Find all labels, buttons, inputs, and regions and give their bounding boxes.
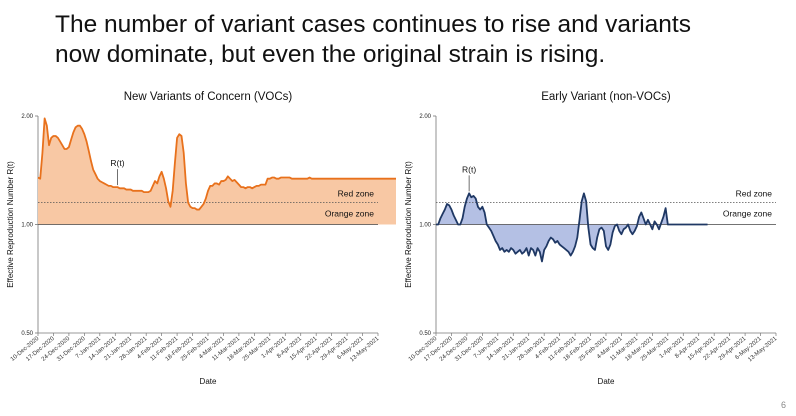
voc-x-axis-label: Date xyxy=(200,377,217,386)
nonvoc-series-area xyxy=(436,193,708,262)
voc-annotation-label: R(t) xyxy=(110,158,124,168)
voc-y-tick-label: 0.50 xyxy=(21,331,33,337)
nonvoc-red-zone-label: Red zone xyxy=(736,189,773,199)
nonvoc-title: Early Variant (non-VOCs) xyxy=(541,91,671,103)
nonvoc-y-axis-label: Effective Reproduction Number R(t) xyxy=(404,161,413,288)
nonvoc-orange-zone-label: Orange zone xyxy=(723,209,772,219)
voc-series-line xyxy=(37,117,396,211)
voc-series-area xyxy=(38,118,396,225)
nonvoc-chart-svg: Early Variant (non-VOCs) 0.50 1.00 2.00 Red … xyxy=(404,91,779,386)
nonvoc-chart: Early Variant (non-VOCs) 0.50 1.00 2.00 Red … xyxy=(398,86,794,406)
page-number: 6 xyxy=(780,400,786,410)
voc-red-zone-label: Red zone xyxy=(338,189,375,199)
voc-orange-zone-label: Orange zone xyxy=(325,209,374,219)
nonvoc-annotation-label: R(t) xyxy=(462,164,476,174)
nonvoc-series-line xyxy=(436,192,708,263)
nonvoc-y-tick-label: 2.00 xyxy=(419,114,431,120)
voc-y-tick-label: 2.00 xyxy=(21,114,33,120)
nonvoc-y-tick-label: 0.50 xyxy=(419,331,431,337)
headline-line-1: The number of variant cases continues to… xyxy=(55,11,691,38)
headline-line-2: now dominate, but even the original stra… xyxy=(55,41,606,68)
voc-y-tick-label: 1.00 xyxy=(21,223,33,229)
voc-y-axis-label: Effective Reproduction Number R(t) xyxy=(6,161,15,288)
voc-chart: New Variants of Concern (VOCs) 0.50 1.00 2.… xyxy=(0,86,396,406)
nonvoc-y-tick-label: 1.00 xyxy=(419,223,431,229)
voc-chart-svg: New Variants of Concern (VOCs) 0.50 1.00 2.… xyxy=(6,91,396,386)
voc-title: New Variants of Concern (VOCs) xyxy=(124,91,293,103)
slide-headline: The number of variant cases continues to… xyxy=(55,10,775,70)
nonvoc-x-axis-label: Date xyxy=(598,377,615,386)
